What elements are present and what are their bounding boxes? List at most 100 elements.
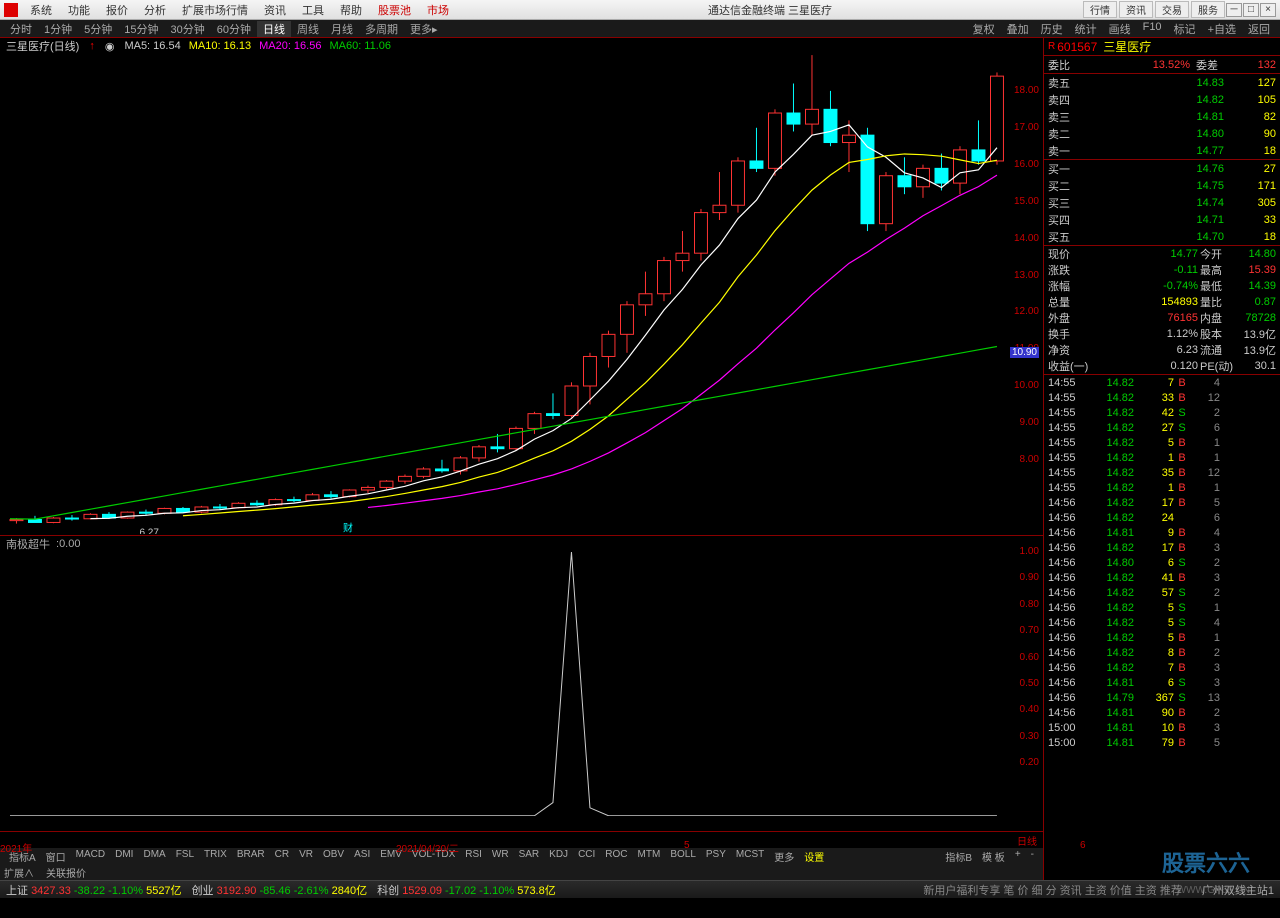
sub-ind-name: 南极超牛 (6, 536, 50, 552)
tf-周线[interactable]: 周线 (291, 21, 325, 37)
menu-资讯[interactable]: 资讯 (256, 5, 294, 17)
tf-更多▸[interactable]: 更多▸ (404, 21, 444, 37)
menu-报价[interactable]: 报价 (98, 5, 136, 17)
tfr-F10[interactable]: F10 (1137, 21, 1168, 37)
ind-CR[interactable]: CR (270, 849, 294, 864)
ind-更多[interactable]: 更多 (769, 849, 799, 864)
ind-PSY[interactable]: PSY (701, 849, 731, 864)
ask-row: 卖三14.8182 (1044, 108, 1280, 125)
ind-KDJ[interactable]: KDJ (544, 849, 573, 864)
ind-窗口[interactable]: 窗口 (41, 849, 71, 864)
menu-股票池[interactable]: 股票池 (370, 5, 419, 17)
tick-row: 14:5614.8190B2 (1044, 705, 1280, 720)
tick-row: 14:5514.827B4 (1044, 375, 1280, 390)
ytick: 13.00 (1014, 270, 1039, 281)
menu-市场[interactable]: 市场 (419, 5, 457, 17)
menubar: 系统功能报价分析扩展市场行情资讯工具帮助 股票池市场 通达信金融终端 三星医疗 … (0, 0, 1280, 20)
tf-15分钟[interactable]: 15分钟 (118, 21, 164, 37)
bid-row: 买二14.75171 (1044, 177, 1280, 194)
weibi-row: 委比 13.52% 委差 132 (1044, 56, 1280, 73)
status-index: 创业 3192.90 -85.46 -2.61% 2840亿 (192, 882, 368, 898)
indr-模 板[interactable]: 模 板 (977, 849, 1010, 864)
ind-ASI[interactable]: ASI (349, 849, 375, 864)
ind-SAR[interactable]: SAR (514, 849, 545, 864)
sub-chart[interactable]: 1.000.900.800.700.600.500.400.300.20 (0, 552, 1043, 832)
rbtn-交易[interactable]: 交易 (1155, 1, 1189, 18)
tf-1分钟[interactable]: 1分钟 (38, 21, 78, 37)
menu-分析[interactable]: 分析 (136, 5, 174, 17)
chart-stock-name: 三星医疗(日线) (6, 38, 79, 54)
tf-日线[interactable]: 日线 (257, 21, 291, 37)
ma-label: MA5: 16.54 (124, 40, 180, 52)
maximize-btn[interactable]: □ (1243, 3, 1259, 17)
ind-WR[interactable]: WR (487, 849, 514, 864)
tfr-统计[interactable]: 统计 (1069, 21, 1103, 37)
close-btn[interactable]: × (1260, 3, 1276, 17)
ind-OBV[interactable]: OBV (318, 849, 349, 864)
minimize-btn[interactable]: ─ (1226, 3, 1242, 17)
xlabel: 2021/04/20/二 (396, 840, 459, 855)
ind-CCI[interactable]: CCI (573, 849, 600, 864)
tick-row: 14:5614.828B2 (1044, 645, 1280, 660)
tf-分时[interactable]: 分时 (4, 21, 38, 37)
sub-ind-value: 0.00 (59, 538, 80, 550)
ytick: 14.00 (1014, 233, 1039, 244)
ind-TRIX[interactable]: TRIX (199, 849, 232, 864)
tick-row: 14:5614.8257S2 (1044, 585, 1280, 600)
ind-ROC[interactable]: ROC (600, 849, 632, 864)
ind-FSL[interactable]: FSL (171, 849, 199, 864)
tfr-复权[interactable]: 复权 (967, 21, 1001, 37)
tick-row: 14:5614.825S4 (1044, 615, 1280, 630)
tf-月线[interactable]: 月线 (325, 21, 359, 37)
menu-系统[interactable]: 系统 (22, 5, 60, 17)
app-title: 通达信金融终端 三星医疗 (457, 2, 1083, 18)
tfr-画线[interactable]: 画线 (1103, 21, 1137, 37)
tf-30分钟[interactable]: 30分钟 (165, 21, 211, 37)
ind-BRAR[interactable]: BRAR (232, 849, 270, 864)
indr-指标B[interactable]: 指标B (940, 849, 977, 864)
quote-row: 涨跌-0.11最高15.39 (1044, 262, 1280, 278)
tick-row: 14:5614.819B4 (1044, 525, 1280, 540)
tfr-历史[interactable]: 历史 (1035, 21, 1069, 37)
ind-MTM[interactable]: MTM (633, 849, 666, 864)
indr-+[interactable]: + (1010, 849, 1026, 864)
tfr-叠加[interactable]: 叠加 (1001, 21, 1035, 37)
tick-row: 14:5614.806S2 (1044, 555, 1280, 570)
ind-MACD[interactable]: MACD (71, 849, 110, 864)
tfr-标记[interactable]: 标记 (1168, 21, 1202, 37)
ind-MCST[interactable]: MCST (731, 849, 769, 864)
ext-关联报价[interactable]: 关联报价 (46, 865, 86, 880)
status-bar: 上证 3427.33 -38.22 -1.10% 5527亿创业 3192.90… (0, 880, 1280, 898)
rbtn-服务[interactable]: 服务 (1191, 1, 1225, 18)
rbtn-资讯[interactable]: 资讯 (1119, 1, 1153, 18)
menu-扩展市场行情[interactable]: 扩展市场行情 (174, 5, 256, 17)
ind-设置[interactable]: 设置 (799, 849, 829, 864)
tfr-+自选[interactable]: +自选 (1202, 21, 1242, 37)
indr--[interactable]: - (1026, 849, 1039, 864)
ind-DMI[interactable]: DMI (110, 849, 138, 864)
xlabel: 2021年 (0, 840, 32, 855)
tf-60分钟[interactable]: 60分钟 (211, 21, 257, 37)
ind-RSI[interactable]: RSI (460, 849, 487, 864)
quote-row: 收益(一)0.120PE(动)30.1 (1044, 358, 1280, 374)
up-arrow-icon: ↑ (89, 40, 95, 52)
tf-5分钟[interactable]: 5分钟 (78, 21, 118, 37)
tf-多周期[interactable]: 多周期 (359, 21, 404, 37)
ind-DMA[interactable]: DMA (138, 849, 170, 864)
kline-chart[interactable]: 18.976.27财 18.0017.0016.0015.0014.0013.0… (0, 54, 1043, 536)
menu-功能[interactable]: 功能 (60, 5, 98, 17)
xlabel: 6 (1080, 840, 1086, 851)
menu-工具[interactable]: 工具 (294, 5, 332, 17)
menu-帮助[interactable]: 帮助 (332, 5, 370, 17)
x-axis: 2021年2021/04/20/二56 日线 (0, 832, 1043, 848)
tick-list[interactable]: 14:5514.827B414:5514.8233B1214:5514.8242… (1044, 375, 1280, 880)
tick-row: 15:0014.8179B5 (1044, 735, 1280, 750)
rbtn-行情[interactable]: 行情 (1083, 1, 1117, 18)
ytick: 12.00 (1014, 306, 1039, 317)
ext-扩展∧[interactable]: 扩展∧ (4, 865, 34, 880)
tfr-返回[interactable]: 返回 (1242, 21, 1276, 37)
quote-sidebar: R 601567 三星医疗 委比 13.52% 委差 132 卖五14.8312… (1044, 38, 1280, 880)
ind-VR[interactable]: VR (294, 849, 318, 864)
quote-row: 现价14.77今开14.80 (1044, 246, 1280, 262)
stock-header: R 601567 三星医疗 (1044, 38, 1280, 56)
